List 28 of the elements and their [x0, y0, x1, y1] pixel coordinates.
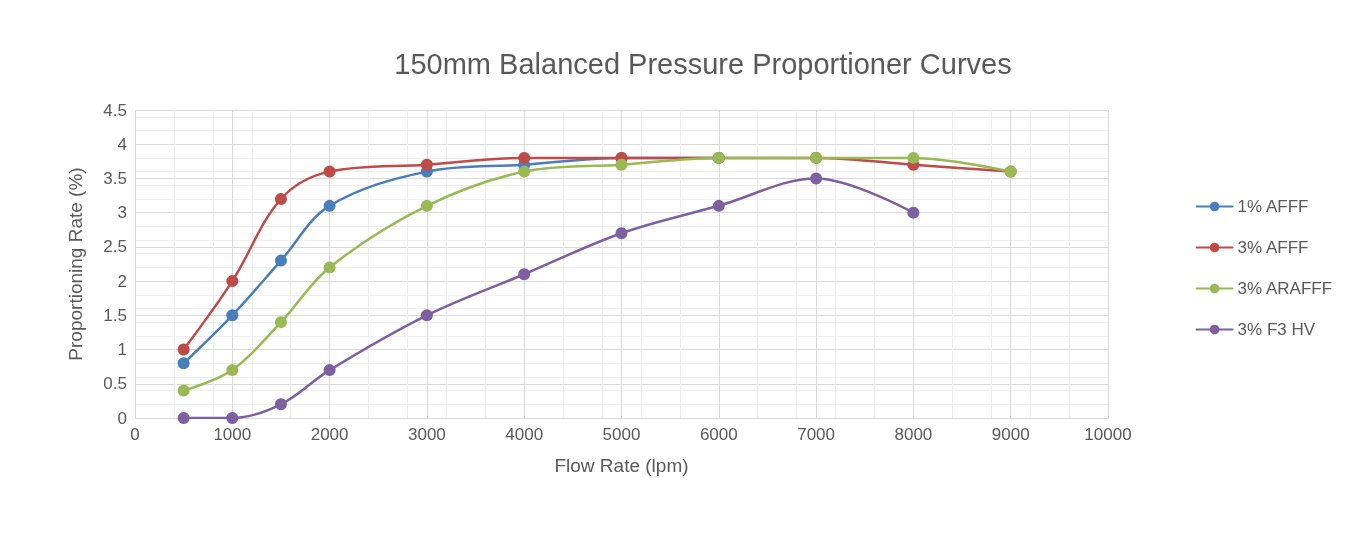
y-tick-label: 0.5: [103, 374, 127, 394]
chart-title: 150mm Balanced Pressure Proportioner Curves: [394, 47, 1012, 80]
legend-label: 1% AFFF: [1237, 197, 1309, 216]
y-tick-label: 0: [117, 408, 127, 428]
legend-label: 3% F3 HV: [1237, 320, 1316, 339]
x-tick-label: 2000: [310, 425, 349, 444]
x-tick-label: 3000: [407, 425, 446, 444]
y-tick-label: 2.5: [103, 237, 127, 257]
x-axis-title: Flow Rate (lpm): [554, 455, 689, 476]
y-tick-label: 1: [117, 340, 127, 360]
x-tick-label: 5000: [602, 425, 641, 444]
y-axis-title: Proportioning Rate (%): [65, 167, 86, 361]
x-tick-label: 1000: [213, 425, 252, 444]
legend-label: 3% AFFF: [1237, 238, 1309, 257]
y-tick-label: 3.5: [103, 168, 127, 188]
x-tick-label: 10000: [1084, 425, 1132, 444]
y-tick-label: 3: [117, 203, 127, 223]
x-tick-label: 0: [130, 425, 140, 444]
y-tick-label: 2: [117, 271, 127, 291]
x-tick-label: 4000: [505, 425, 544, 444]
y-tick-label: 4: [117, 134, 127, 154]
x-tick-label: 8000: [894, 425, 933, 444]
x-tick-label: 7000: [797, 425, 836, 444]
y-tick-label: 4.5: [103, 100, 127, 120]
x-tick-label: 6000: [699, 425, 738, 444]
legend-label: 3% ARAFFF: [1237, 279, 1333, 298]
y-tick-label: 1.5: [103, 305, 127, 325]
x-tick-label: 9000: [991, 425, 1030, 444]
